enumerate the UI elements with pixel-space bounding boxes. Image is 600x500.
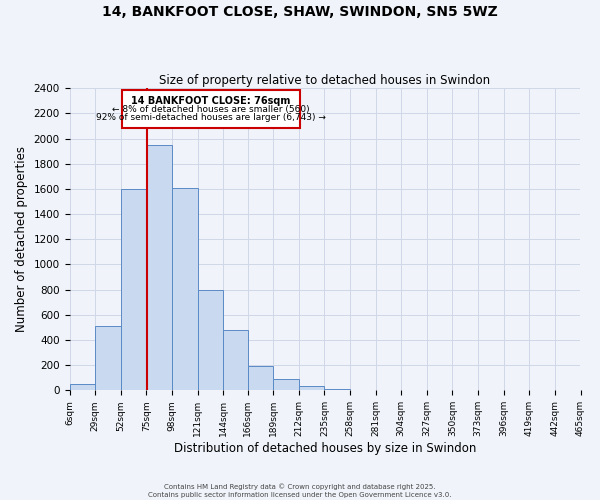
Bar <box>95 326 121 390</box>
Bar <box>172 188 197 390</box>
Bar <box>121 189 146 390</box>
Bar <box>223 330 248 390</box>
Text: Contains HM Land Registry data © Crown copyright and database right 2025.
Contai: Contains HM Land Registry data © Crown c… <box>148 484 452 498</box>
Text: 92% of semi-detached houses are larger (6,743) →: 92% of semi-detached houses are larger (… <box>96 114 326 122</box>
X-axis label: Distribution of detached houses by size in Swindon: Distribution of detached houses by size … <box>174 442 476 455</box>
FancyBboxPatch shape <box>122 90 300 128</box>
Bar <box>248 366 273 390</box>
Bar <box>325 389 350 390</box>
Bar <box>273 379 299 390</box>
Text: ← 8% of detached houses are smaller (560): ← 8% of detached houses are smaller (560… <box>112 104 310 114</box>
Text: 14 BANKFOOT CLOSE: 76sqm: 14 BANKFOOT CLOSE: 76sqm <box>131 96 290 106</box>
Y-axis label: Number of detached properties: Number of detached properties <box>15 146 28 332</box>
Title: Size of property relative to detached houses in Swindon: Size of property relative to detached ho… <box>160 74 491 87</box>
Bar <box>70 384 95 390</box>
Bar <box>299 386 325 390</box>
Text: 14, BANKFOOT CLOSE, SHAW, SWINDON, SN5 5WZ: 14, BANKFOOT CLOSE, SHAW, SWINDON, SN5 5… <box>102 5 498 19</box>
Bar <box>197 290 223 390</box>
Bar <box>146 145 172 390</box>
